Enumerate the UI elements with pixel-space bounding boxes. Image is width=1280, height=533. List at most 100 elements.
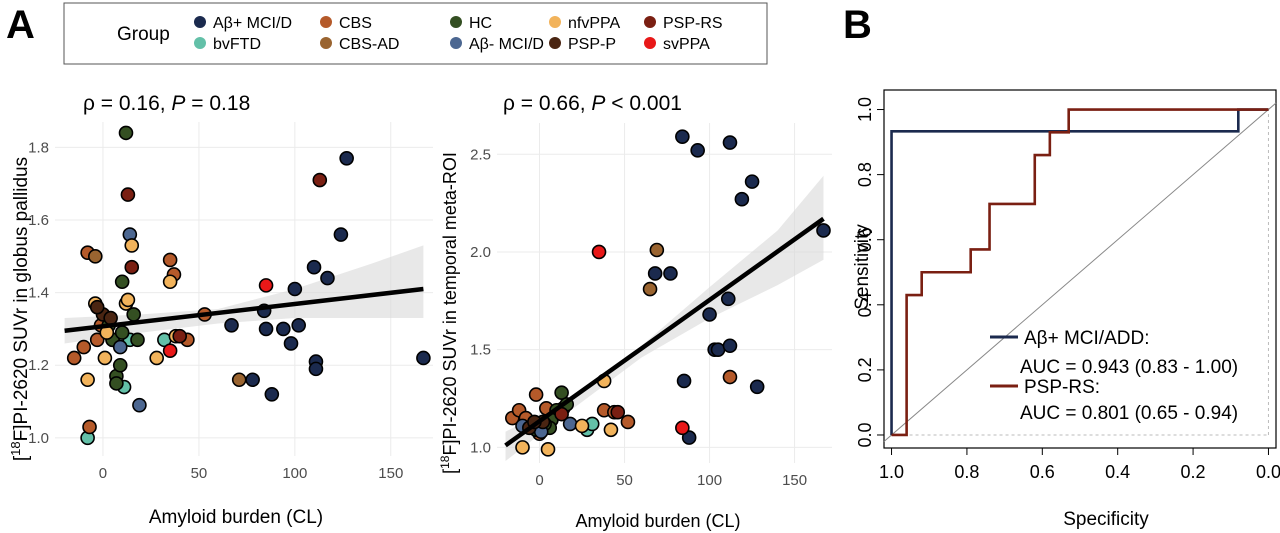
pallidus-point — [258, 278, 274, 293]
temporal-y-tick-label: 1.0 — [470, 439, 491, 456]
roc-x-tick-label: 1.0 — [879, 462, 904, 482]
pallidus-point — [120, 187, 136, 202]
pallidus-point — [66, 350, 82, 366]
temporal-point — [710, 342, 726, 357]
temporal-x-tick-label: 100 — [697, 472, 722, 489]
pallidus-x-axis-label: Amyloid burden (CL) — [149, 507, 323, 528]
scatter-pallidus: ρ = 0.16, P = 0.18 0 50 100 150 1.0 1.2 1.4 1.6… — [8, 92, 433, 528]
pallidus-point — [291, 318, 306, 333]
legend-title: Group — [117, 24, 170, 45]
temporal-point — [722, 369, 738, 385]
pallidus-y-axis-label: [18F]PI-2620 SUVr in globus pallidus — [8, 157, 32, 461]
pallidus-x-tick-label: 50 — [191, 465, 208, 482]
pallidus-point — [306, 259, 322, 275]
temporal-point — [574, 418, 590, 434]
pallidus-point — [89, 299, 105, 315]
pallidus-point — [89, 332, 105, 348]
pallidus-point — [264, 386, 280, 402]
pallidus-point — [130, 332, 145, 348]
temporal-point — [734, 191, 750, 207]
temporal-point — [649, 242, 665, 258]
pallidus-point — [118, 125, 134, 141]
roc-legend: Aβ+ MCI/ADD: AUC = 0.943 (0.83 - 1.00) P… — [990, 328, 1238, 424]
pallidus-y-tick-label: 1.0 — [28, 430, 49, 447]
roc-legend-auc-0: AUC = 0.943 (0.83 - 1.00) — [1020, 357, 1238, 378]
temporal-point — [642, 281, 658, 297]
temporal-y-tick-label: 2.5 — [470, 146, 491, 163]
temporal-point — [515, 440, 530, 455]
legend-dot-6 — [549, 16, 561, 28]
pallidus-point — [114, 325, 130, 340]
temporal-point — [603, 422, 619, 438]
pallidus-point — [132, 397, 147, 413]
legend: Group Aβ+ MCI/D bvFTD CBS CBS-AD HC Aβ- MCI/D… — [63, 2, 768, 65]
roc-y-tick-label: 1.0 — [855, 97, 875, 122]
legend-dot-1 — [194, 37, 206, 49]
roc-y-tick-label: 0.4 — [855, 292, 875, 317]
pallidus-point — [82, 419, 97, 435]
pallidus-point — [76, 339, 92, 355]
pallidus-point — [97, 350, 113, 366]
pallidus-point — [80, 372, 95, 388]
legend-dot-9 — [644, 37, 656, 49]
pallidus-point — [258, 321, 274, 337]
pallidus-point — [224, 318, 239, 333]
pallidus-point — [339, 151, 354, 166]
temporal-point — [722, 338, 738, 354]
temporal-regression-line — [504, 216, 825, 448]
pallidus-point — [103, 310, 118, 326]
temporal-point — [675, 129, 690, 144]
roc-curve-1 — [891, 108, 1269, 437]
legend-label-8: PSP-RS — [663, 15, 723, 32]
temporal-point — [610, 404, 626, 420]
temporal-point — [681, 430, 697, 445]
pallidus-y-tick-label: 1.4 — [28, 285, 49, 302]
temporal-y-tick-label: 2.0 — [470, 244, 491, 261]
temporal-point — [591, 244, 607, 260]
roc-y-axis-label: Sensitivity — [852, 224, 873, 310]
roc-frame — [883, 89, 1277, 449]
pallidus-point — [231, 372, 247, 388]
roc-panel: 1.0 0.8 0.6 0.4 0.2 0.0 0.0 0.2 0.4 0.6 0.8 1.0 Spe… — [852, 89, 1280, 530]
pallidus-point — [333, 227, 349, 242]
pallidus-point — [112, 357, 128, 373]
pallidus-x-tick-label: 0 — [99, 465, 107, 482]
temporal-point — [528, 387, 544, 402]
legend-dot-4 — [450, 16, 462, 28]
pallidus-point — [416, 350, 431, 366]
pallidus-point — [162, 343, 178, 359]
legend-label-6: nfvPPA — [568, 15, 621, 32]
pallidus-point — [172, 328, 188, 344]
legend-dot-2 — [320, 16, 332, 28]
pallidus-y-tick-label: 1.2 — [28, 357, 49, 374]
temporal-point — [702, 307, 717, 322]
legend-label-7: PSP-P — [568, 36, 616, 53]
legend-label-1: bvFTD — [213, 36, 261, 53]
roc-x-tick-label: 0.4 — [1105, 462, 1130, 482]
legend-label-5: Aβ- MCI/D — [469, 36, 544, 53]
roc-y-tick-label: 0.6 — [855, 227, 875, 252]
pallidus-point — [287, 281, 303, 297]
panel-label-b: B — [843, 3, 872, 47]
roc-chance-diagonal — [883, 102, 1277, 442]
roc-x-tick-label: 0.6 — [1030, 462, 1055, 482]
pallidus-point — [276, 321, 291, 337]
temporal-x-tick-label: 150 — [782, 472, 807, 489]
temporal-x-axis-label: Amyloid burden (CL) — [575, 511, 740, 531]
pallidus-regression-line — [64, 286, 424, 333]
temporal-point — [690, 143, 705, 158]
temporal-point — [816, 223, 831, 238]
pallidus-point — [162, 252, 178, 268]
roc-x-axis-label: Specificity — [1063, 509, 1149, 530]
roc-x-tick-label: 0.8 — [954, 462, 979, 482]
pallidus-point — [87, 249, 103, 264]
temporal-point — [554, 385, 569, 400]
legend-label-9: svPPA — [663, 36, 710, 53]
legend-dot-3 — [320, 37, 332, 49]
temporal-point — [676, 373, 692, 389]
pallidus-x-tick-label: 100 — [282, 465, 307, 482]
pallidus-point — [308, 361, 324, 377]
pallidus-stat-title: ρ = 0.16, P = 0.18 — [83, 92, 250, 115]
legend-dot-0 — [194, 16, 206, 28]
